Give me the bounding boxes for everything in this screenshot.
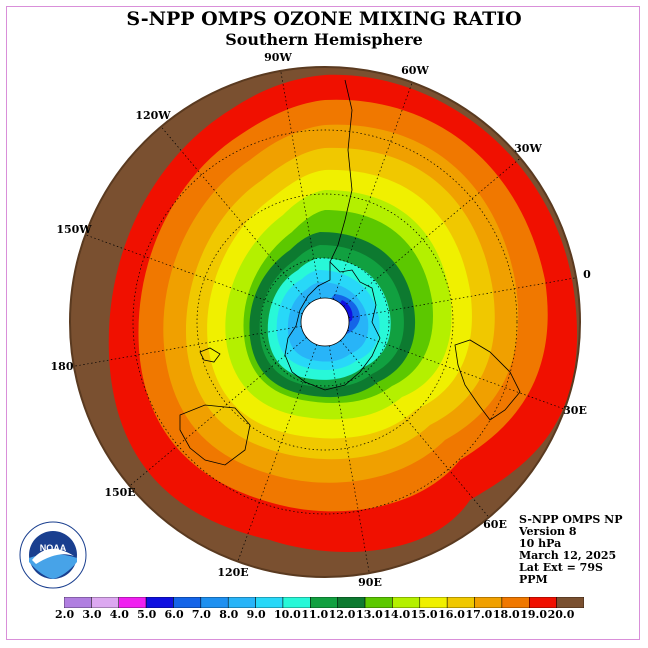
colorbar-swatch [501, 597, 530, 608]
colorbar-label: 9.0 [246, 608, 266, 621]
colorbar-label: 17.0 [465, 608, 493, 621]
colorbar-swatch [310, 597, 338, 608]
lon-label-150e: 150E [104, 486, 135, 499]
meridian-line-1 [280, 70, 326, 323]
australia-coast [179, 404, 251, 466]
info-pressure: 10 hPa [519, 537, 562, 550]
meridian-line-11 [85, 234, 326, 323]
south-america-coast [329, 79, 353, 263]
product-info: S-NPP OMPS NP Version 8 10 hPa March 12,… [519, 514, 622, 586]
meridian-line-10 [73, 321, 326, 367]
meridian-line-2 [324, 82, 413, 323]
missing-data-polar-cap [300, 297, 350, 347]
map-title: S-NPP OMPS OZONE MIXING RATIO [126, 8, 522, 30]
colorbar-label: 11.0 [301, 608, 329, 621]
map-subtitle: Southern Hemisphere [225, 30, 423, 49]
colorbar-label: 4.0 [109, 608, 129, 621]
meridian-line-5 [324, 321, 565, 410]
colorbar-swatch [91, 597, 119, 608]
meridian-line-6 [324, 321, 490, 518]
info-lat-extent: Lat Ext = 79S [519, 561, 603, 574]
colorbar-swatch [392, 597, 421, 608]
latitude-circle-2 [196, 193, 454, 451]
colorbar-label: 3.0 [82, 608, 102, 621]
latitude-circle-1 [260, 257, 390, 387]
colorbar-swatch [173, 597, 202, 608]
colorbar-swatch [364, 597, 393, 608]
colorbar-label: 18.0 [492, 608, 520, 621]
colorbar-label: 10.0 [273, 608, 301, 621]
colorbar-swatch [200, 597, 229, 608]
colorbar-swatch [64, 597, 92, 608]
colorbar-label: 14.0 [383, 608, 411, 621]
new-zealand-coast [199, 347, 221, 363]
colorbar-label: 19.0 [520, 608, 548, 621]
lon-label-0: 0 [583, 268, 591, 281]
colorbar-swatch [337, 597, 366, 608]
colorbar-swatch [474, 597, 503, 608]
plot-frame [6, 6, 640, 640]
map-border [69, 66, 581, 578]
colorbar-swatch [529, 597, 557, 608]
colorbar-swatch [145, 597, 174, 608]
africa-coast [454, 339, 521, 421]
lon-label-180: 180 [51, 360, 74, 373]
lon-label-120w: 120W [135, 109, 171, 122]
meridian-line-9 [129, 321, 326, 487]
colorbar-label: 15.0 [410, 608, 438, 621]
latitude-circle-3 [132, 129, 518, 515]
info-version: Version 8 [519, 525, 577, 538]
lon-label-60w: 60W [401, 64, 429, 77]
antarctica-coast [284, 261, 381, 391]
lon-label-150w: 150W [56, 223, 92, 236]
lon-label-30w: 30W [514, 142, 542, 155]
colorbar-label: 2.0 [55, 608, 75, 621]
noaa-logo: NOAA [19, 521, 87, 589]
lon-label-90w: 90W [264, 51, 292, 64]
meridian-line-4 [324, 277, 577, 323]
lon-label-60e: 60E [483, 518, 507, 531]
meridian-line-12 [160, 126, 326, 323]
colorbar-swatch [556, 597, 584, 608]
colorbar-swatch [255, 597, 284, 608]
colorbar-swatch [282, 597, 311, 608]
colorbar-label: 20.0 [547, 608, 575, 621]
colorbar-swatch [227, 597, 256, 608]
meridian-line-8 [237, 321, 326, 562]
lon-label-120e: 120E [217, 566, 248, 579]
graticule [73, 70, 577, 574]
colorbar-swatch [446, 597, 475, 608]
colorbar-label: 8.0 [219, 608, 239, 621]
colorbar-label: 16.0 [438, 608, 465, 621]
info-instrument: S-NPP OMPS NP [519, 513, 623, 526]
meridian-line-7 [324, 321, 370, 574]
colorbar-label: 6.0 [164, 608, 184, 621]
colorbar-swatch [419, 597, 448, 608]
lon-label-30e: 30E [563, 404, 587, 417]
colorbar [64, 597, 584, 608]
colorbar-label: 7.0 [191, 608, 211, 621]
colorbar-label: 13.0 [356, 608, 383, 621]
colorbar-label: 12.0 [328, 608, 356, 621]
longitude-labels: 90W 60W 30W 0 30E 60E 90E 120E 150E 180 … [51, 51, 592, 589]
noaa-logo-text: NOAA [40, 543, 67, 553]
meridian-line-3 [324, 157, 521, 323]
coastlines [179, 79, 521, 466]
colorbar-label: 5.0 [137, 608, 157, 621]
info-units: PPM [519, 573, 548, 586]
info-date: March 12, 2025 [519, 549, 617, 562]
colorbar-swatch [118, 597, 147, 608]
lon-label-90e: 90E [358, 576, 382, 589]
